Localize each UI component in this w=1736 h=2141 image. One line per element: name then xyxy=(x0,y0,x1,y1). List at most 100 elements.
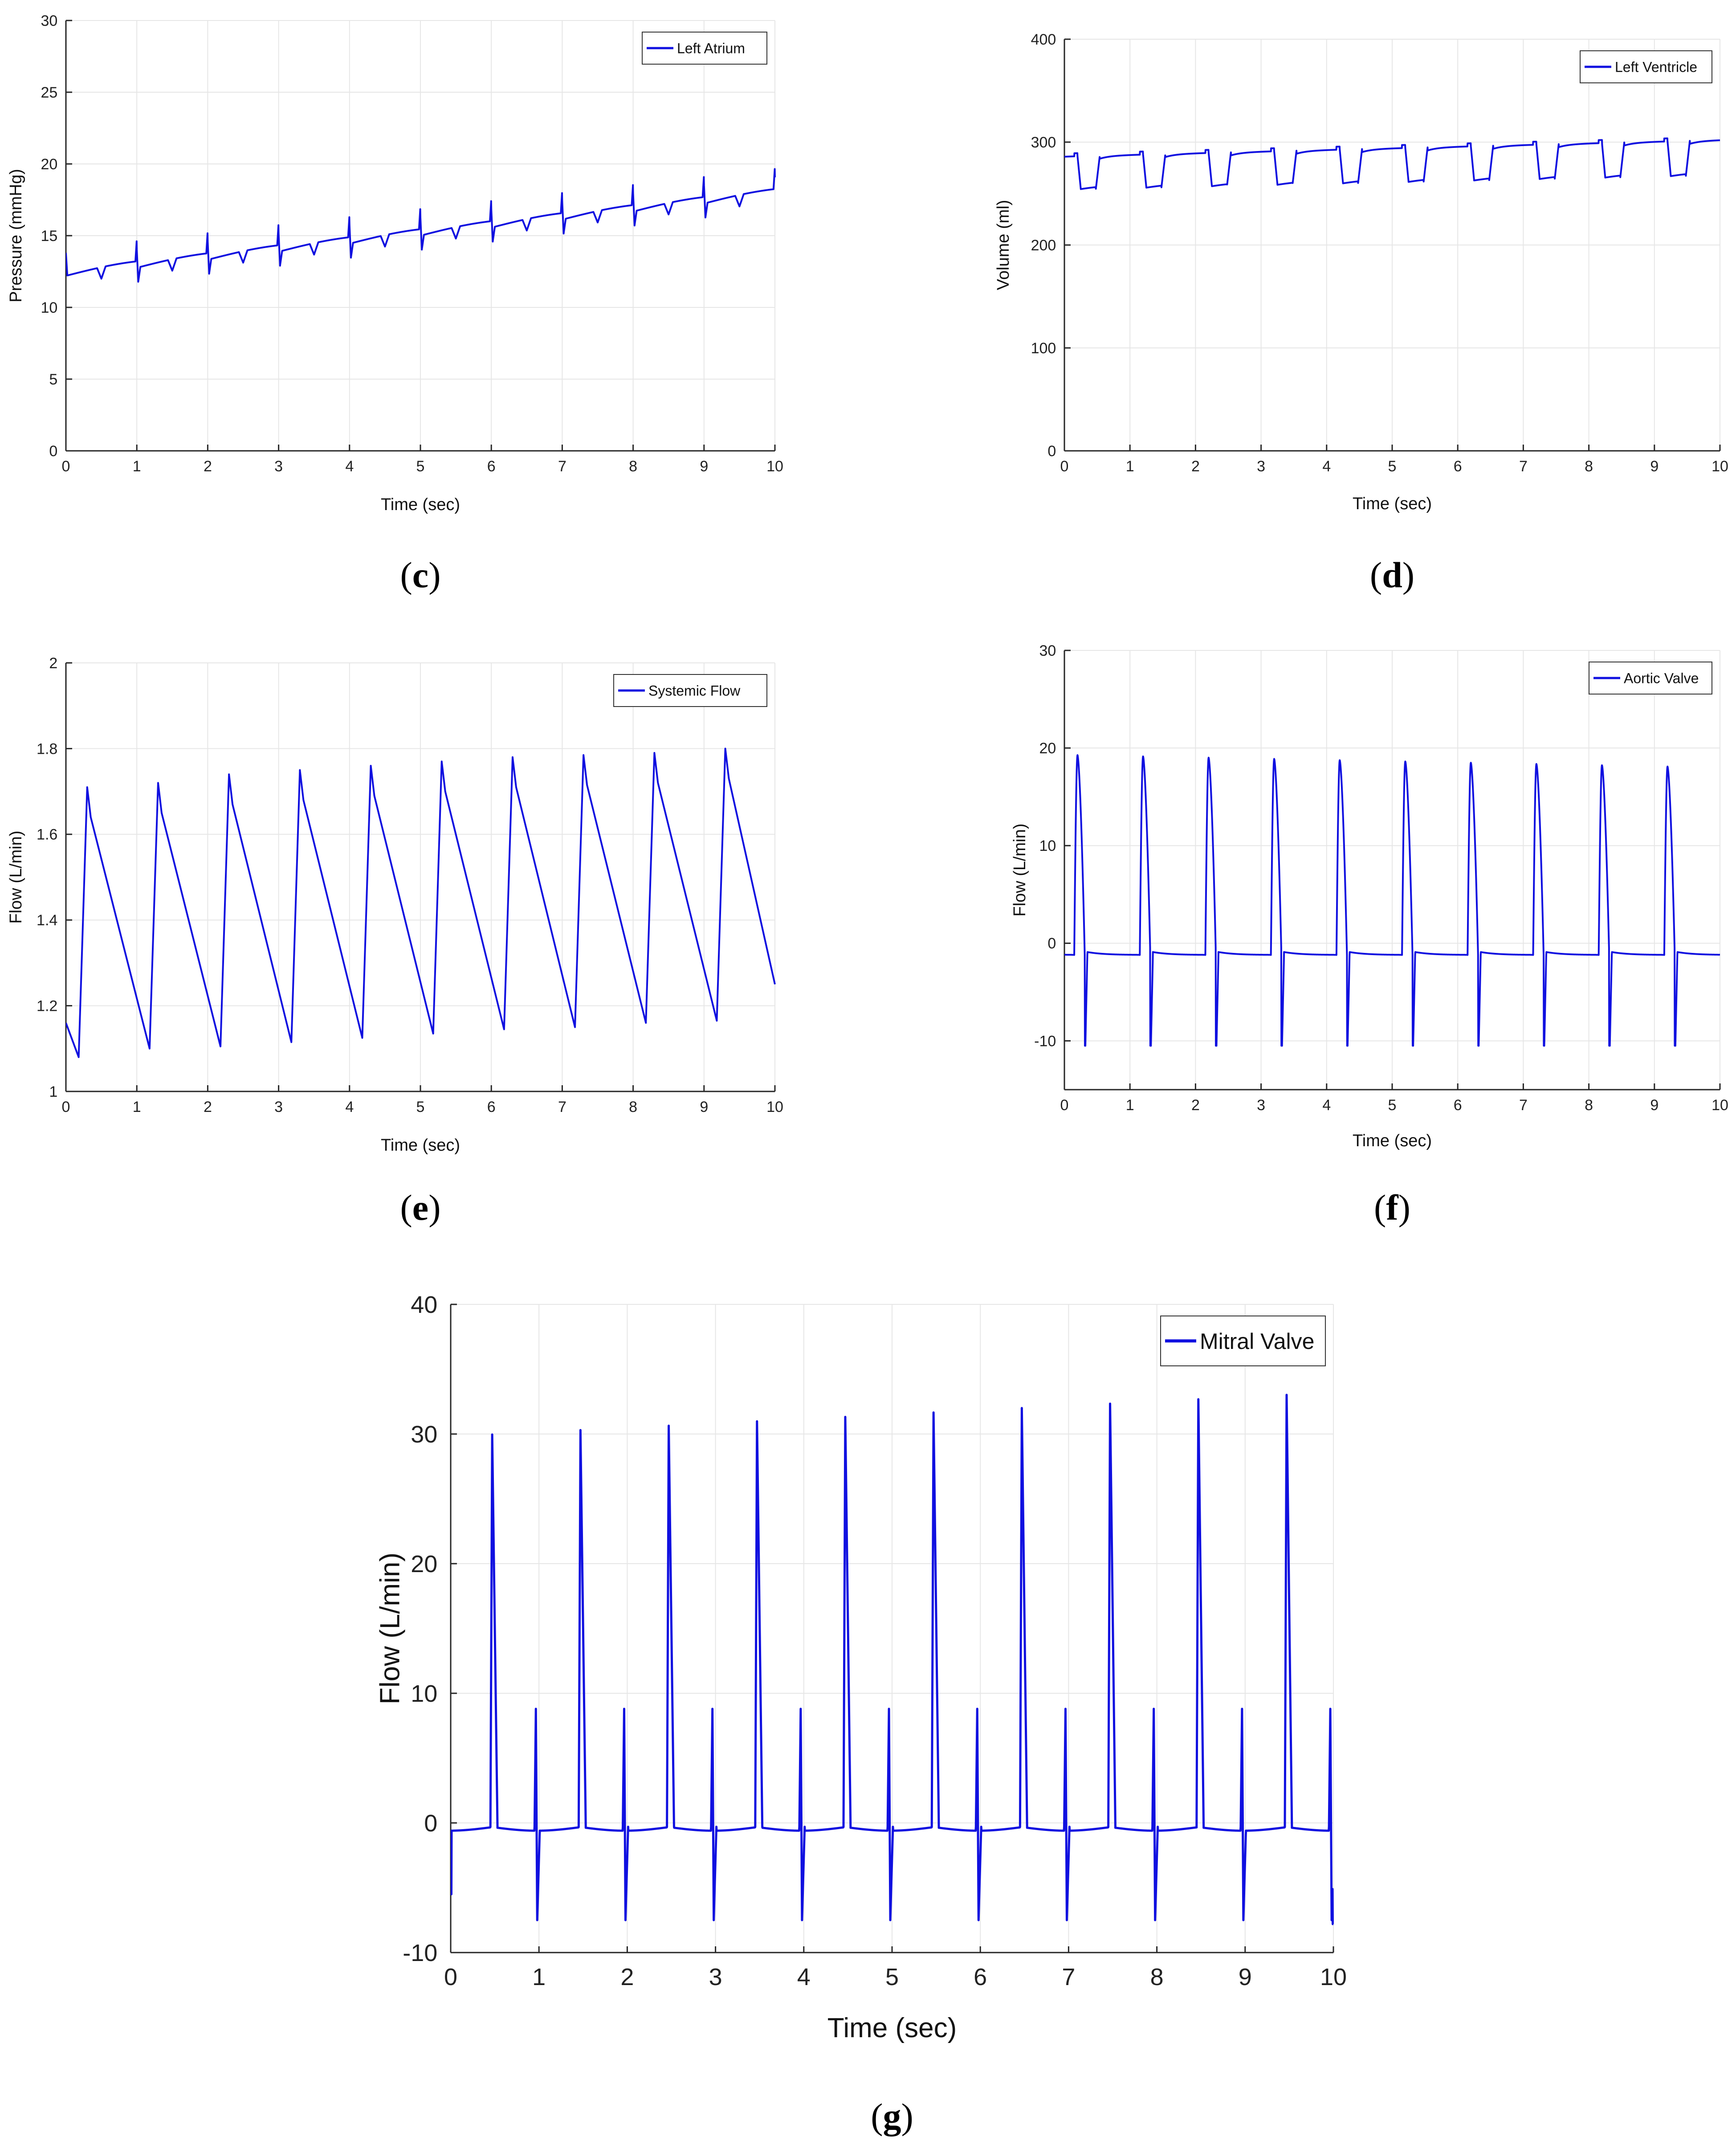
y-tick-label: 0 xyxy=(1047,443,1056,460)
x-tick-label: 2 xyxy=(204,1099,212,1115)
y-tick-label: 0 xyxy=(1047,935,1056,952)
chart-panel-g: 0 1 2 3 4 5 6 7 8 9 10 -10 0 10 20 30 40 Time (sec) Flow (… xyxy=(375,1291,1347,2137)
x-tick-label: 10 xyxy=(1320,1964,1347,1990)
x-tick-label: 3 xyxy=(709,1964,722,1990)
legend: Left Atrium xyxy=(642,32,767,65)
legend-label: Aortic Valve xyxy=(1624,670,1699,686)
y-axis-label: Flow (L/min) xyxy=(1011,823,1029,916)
x-tick-label: 7 xyxy=(558,1099,566,1115)
x-tick-label: 6 xyxy=(1454,1097,1462,1114)
x-tick-label: 7 xyxy=(1519,458,1528,475)
x-tick-label: 0 xyxy=(444,1964,457,1990)
legend-label: Mitral Valve xyxy=(1200,1329,1314,1354)
panel-caption-letter: d xyxy=(1382,555,1402,595)
chart-panel-f: 0 1 2 3 4 5 6 7 8 9 10 -10 0 10 20 30 Time (sec) Flow (L/… xyxy=(1011,642,1728,1228)
x-tick-label: 9 xyxy=(700,1099,708,1115)
x-tick-label: 0 xyxy=(1060,1097,1069,1114)
y-tick-label: -10 xyxy=(403,1940,437,1966)
x-tick-label: 8 xyxy=(1585,458,1593,475)
x-tick-label: 5 xyxy=(416,458,425,475)
panel-caption: (g) xyxy=(871,2096,913,2137)
x-tick-label: 8 xyxy=(1585,1097,1593,1114)
y-tick-label: 0 xyxy=(424,1810,437,1837)
panel-caption: (e) xyxy=(400,1187,440,1228)
x-tick-label: 6 xyxy=(1454,458,1462,475)
panel-caption-letter: f xyxy=(1386,1187,1399,1228)
series-line-mitral-valve xyxy=(451,1393,1334,1925)
y-tick-label: 1.2 xyxy=(37,998,57,1015)
x-tick-label: 9 xyxy=(1239,1964,1252,1990)
x-tick-label: 9 xyxy=(700,458,708,475)
x-tick-label: 8 xyxy=(1150,1964,1164,1990)
panel-caption: (d) xyxy=(1370,555,1414,595)
x-tick-label: 10 xyxy=(766,1099,783,1115)
y-tick-label: 1.8 xyxy=(37,740,57,757)
series-line-left-ventricle xyxy=(1064,137,1721,190)
legend-label: Left Atrium xyxy=(677,41,745,57)
panel-caption: (c) xyxy=(400,555,440,595)
series-line-aortic-valve xyxy=(1064,754,1721,1047)
y-tick-label: 2 xyxy=(49,655,57,672)
legend: Aortic Valve xyxy=(1589,662,1712,695)
x-tick-label: 4 xyxy=(345,1099,354,1115)
x-axis-label: Time (sec) xyxy=(1353,494,1432,513)
x-tick-label: 2 xyxy=(1191,1097,1200,1114)
y-tick-label: 1.4 xyxy=(37,912,57,929)
x-tick-label: 6 xyxy=(487,458,496,475)
y-tick-label: 20 xyxy=(1039,740,1056,757)
y-axis-label: Flow (L/min) xyxy=(7,830,25,923)
series-line-left-atrium xyxy=(66,168,776,283)
x-tick-label: 1 xyxy=(1126,458,1134,475)
x-axis-label: Time (sec) xyxy=(1353,1132,1432,1150)
y-tick-label: 30 xyxy=(1039,642,1056,659)
y-tick-label: 1.6 xyxy=(37,826,57,843)
x-tick-label: 7 xyxy=(1062,1964,1075,1990)
x-tick-label: 1 xyxy=(133,458,141,475)
y-tick-label: 30 xyxy=(411,1421,437,1448)
legend: Systemic Flow xyxy=(613,674,767,707)
x-axis-label: Time (sec) xyxy=(381,1136,460,1155)
x-tick-label: 4 xyxy=(1322,458,1331,475)
y-axis-label: Pressure (mmHg) xyxy=(7,169,25,302)
panel-caption-letter: e xyxy=(412,1187,428,1228)
series-line-systemic-flow xyxy=(66,748,776,1058)
x-tick-label: 1 xyxy=(133,1099,141,1115)
x-tick-label: 3 xyxy=(274,1099,283,1115)
y-tick-label: 0 xyxy=(49,443,57,460)
x-tick-label: 4 xyxy=(345,458,354,475)
y-tick-label: 400 xyxy=(1031,31,1056,48)
x-tick-label: 2 xyxy=(1191,458,1200,475)
y-axis-label: Volume (ml) xyxy=(994,200,1013,290)
y-tick-label: 10 xyxy=(411,1680,437,1707)
x-tick-label: 10 xyxy=(1712,1097,1728,1114)
x-tick-label: 5 xyxy=(416,1099,425,1115)
y-axis-label: Flow (L/min) xyxy=(375,1553,405,1704)
y-tick-label: 10 xyxy=(1039,838,1056,854)
x-tick-label: 3 xyxy=(274,458,283,475)
y-tick-label: 1 xyxy=(49,1083,57,1100)
x-tick-label: 1 xyxy=(532,1964,546,1990)
x-tick-label: 0 xyxy=(62,1099,70,1115)
x-tick-label: 1 xyxy=(1126,1097,1134,1114)
legend-label: Left Ventricle xyxy=(1615,59,1697,75)
x-tick-label: 3 xyxy=(1257,458,1265,475)
y-tick-label: 20 xyxy=(41,156,57,173)
x-tick-label: 0 xyxy=(1060,458,1069,475)
panel-caption-letter: c xyxy=(412,555,428,595)
x-axis-label: Time (sec) xyxy=(381,495,460,514)
y-tick-label: 100 xyxy=(1031,340,1056,357)
y-tick-label: 25 xyxy=(41,84,57,101)
x-axis-label: Time (sec) xyxy=(827,2013,957,2043)
x-tick-label: 3 xyxy=(1257,1097,1265,1114)
x-tick-label: 7 xyxy=(558,458,566,475)
y-tick-label: 15 xyxy=(41,228,57,245)
x-tick-label: 10 xyxy=(1712,458,1728,475)
y-tick-label: 200 xyxy=(1031,237,1056,254)
panel-caption-letter: g xyxy=(883,2096,901,2137)
y-tick-label: 40 xyxy=(411,1291,437,1318)
y-tick-label: 20 xyxy=(411,1551,437,1577)
legend: Left Ventricle xyxy=(1580,50,1712,83)
